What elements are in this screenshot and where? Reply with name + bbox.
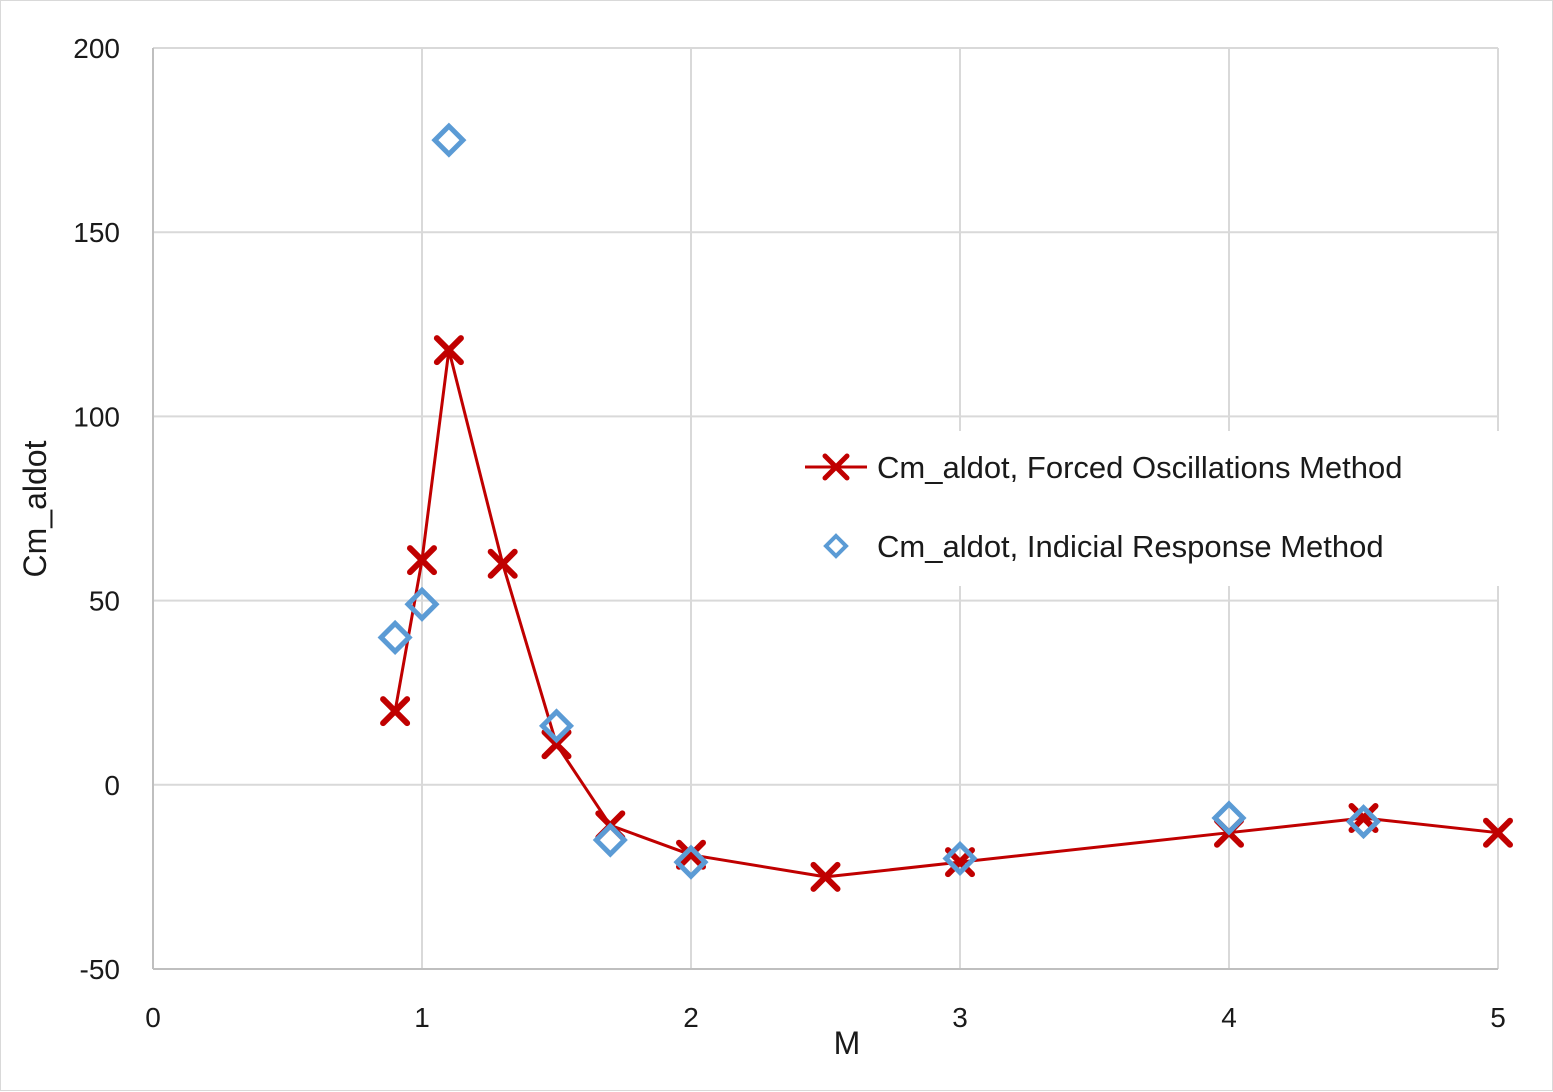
y-tick-label: 100 <box>73 401 120 432</box>
series-forced-oscillations <box>380 335 1513 892</box>
x-marker-stroke <box>380 696 411 727</box>
legend-label-indicial: Cm_aldot, Indicial Response Method <box>877 529 1384 564</box>
x-axis-title: M <box>834 1025 861 1061</box>
x-marker <box>380 696 411 727</box>
x-marker-stroke <box>541 729 572 760</box>
y-tick-label: 200 <box>73 33 120 64</box>
x-marker <box>541 729 572 760</box>
x-marker-stroke <box>433 335 464 366</box>
x-tick-label: 5 <box>1490 1002 1506 1033</box>
axes <box>152 48 1498 970</box>
x-tick-label: 0 <box>145 1002 161 1033</box>
legend: Cm_aldot, Forced Oscillations Method Cm_… <box>791 431 1501 586</box>
legend-entry-indicial: Cm_aldot, Indicial Response Method <box>823 529 1384 564</box>
x-marker-stroke <box>487 548 518 579</box>
y-tick-label: 150 <box>73 217 120 248</box>
x-marker-stroke <box>1483 817 1513 848</box>
diamond-marker <box>942 840 978 877</box>
x-tick-label: 4 <box>1221 1002 1237 1033</box>
legend-entry-forced: Cm_aldot, Forced Oscillations Method <box>805 450 1403 485</box>
diamond-marker <box>1211 800 1247 836</box>
x-tick-label: 1 <box>414 1002 430 1033</box>
x-marker <box>1483 817 1513 848</box>
x-tick-label: 3 <box>952 1002 968 1033</box>
diamond-marker <box>377 619 413 655</box>
diamond-marker <box>673 844 709 880</box>
tick-labels: -50 0 50 100 150 200 0 1 2 3 4 5 <box>73 33 1506 1033</box>
x-marker-stroke <box>810 861 841 892</box>
y-tick-label: 50 <box>89 586 120 617</box>
y-axis-title: Cm_aldot <box>17 440 53 577</box>
diamond-marker <box>404 586 440 622</box>
plot-series <box>377 122 1513 892</box>
x-marker <box>407 545 437 576</box>
y-tick-label: 0 <box>104 770 120 801</box>
diamond-marker <box>431 122 467 158</box>
y-tick-label: -50 <box>80 954 120 985</box>
x-tick-label: 2 <box>683 1002 699 1033</box>
x-marker <box>487 548 518 579</box>
legend-label-forced: Cm_aldot, Forced Oscillations Method <box>877 450 1403 485</box>
legend-x-marker <box>822 453 850 481</box>
x-marker <box>433 335 464 366</box>
diamond-marker <box>592 822 628 858</box>
diamond-marker <box>538 708 575 744</box>
series-indicial-response <box>377 122 1382 880</box>
x-marker <box>676 839 706 870</box>
legend-diamond-marker <box>823 533 849 559</box>
legend-background <box>791 431 1501 586</box>
x-marker-stroke <box>407 545 437 576</box>
series-line <box>393 348 1499 879</box>
x-marker-stroke <box>676 839 706 870</box>
x-marker <box>810 861 841 892</box>
diamond-marker <box>1345 804 1382 840</box>
